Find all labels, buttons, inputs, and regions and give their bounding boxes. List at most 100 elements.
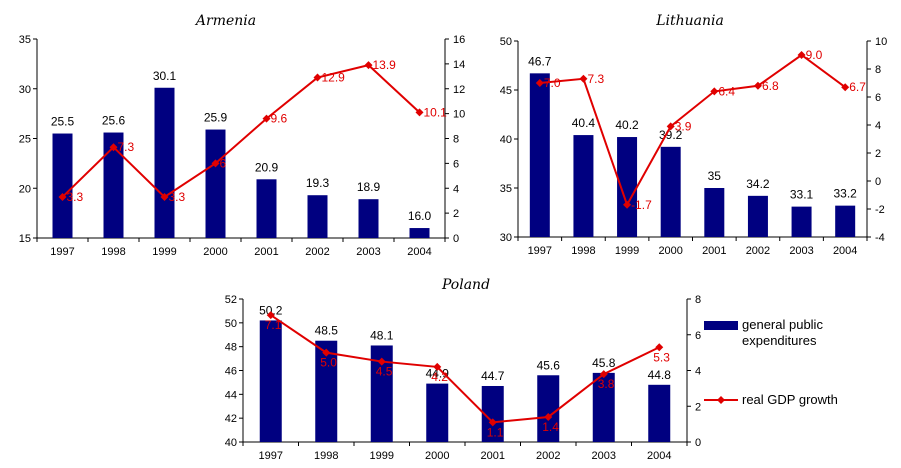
armenia-x-tick-label: 2003: [356, 246, 380, 258]
armenia-bar-2002: [307, 195, 328, 238]
armenia-gdp-label-1998: 7.3: [118, 140, 135, 154]
lithuania-gdp-line: [539, 53, 846, 208]
poland-gdp-point-1998: [322, 348, 331, 357]
armenia-bar-label-2001: 20.9: [255, 160, 279, 174]
poland-x-tick-label: 1999: [370, 450, 394, 462]
poland-gdp-point-2003: [599, 370, 608, 379]
armenia-gdp-label-2001: 9.6: [271, 112, 288, 126]
poland-right-tick-label: 0: [695, 437, 701, 449]
armenia-x-tick-label: 2001: [254, 246, 278, 258]
armenia-right-tick-label: 16: [453, 34, 465, 46]
armenia-gdp-point-2002: [313, 73, 322, 82]
armenia-bar-label-2003: 18.9: [357, 180, 381, 194]
lithuania-left-tick-label: 35: [500, 183, 512, 195]
poland-bar-label-2002: 45.6: [537, 358, 561, 372]
armenia-gdp-label-1999: 3.3: [169, 190, 186, 204]
poland-bar-label-2003: 45.8: [592, 356, 616, 370]
armenia-gdp-point-1997: [58, 192, 67, 201]
poland-x-tick-label: 2001: [481, 450, 505, 462]
poland-bar-label-1997: 50.2: [259, 303, 283, 317]
lithuania-gdp-point-1999: [623, 200, 632, 209]
armenia-bar-label-1998: 25.6: [102, 114, 126, 128]
armenia-left-tick-label: 30: [19, 84, 31, 96]
lithuania-right-tick-label: 4: [875, 120, 881, 132]
poland-left-tick-label: 40: [225, 437, 237, 449]
armenia-right-tick-label: 8: [453, 134, 459, 146]
poland-gdp-label-1998: 5.0: [320, 356, 337, 370]
legend-bar-label-line-2: expenditures: [742, 333, 817, 348]
lithuania-x-tick-label: 2003: [789, 245, 813, 257]
armenia-bar-1999: [154, 87, 175, 238]
lithuania-gdp-point-2003: [797, 51, 806, 59]
poland-gdp-point-2001: [488, 418, 497, 427]
poland-left-tick-label: 52: [225, 294, 237, 306]
poland-right-tick-label: 2: [695, 401, 701, 413]
poland-gdp-label-2001: 1.1: [487, 425, 504, 439]
poland-right-tick-label: 8: [695, 294, 701, 306]
armenia-bar-2001: [256, 179, 277, 238]
poland-x-tick-label: 2004: [647, 450, 671, 462]
armenia-gdp-line: [61, 64, 421, 199]
armenia-bar-label-1999: 30.1: [153, 69, 177, 83]
armenia-right-tick-label: 4: [453, 183, 459, 195]
poland-left-tick-label: 42: [225, 413, 237, 425]
armenia-gdp-point-2003: [364, 61, 373, 70]
lithuania-bar-1998: [573, 135, 594, 237]
poland-gdp-point-1997: [266, 311, 275, 320]
armenia-gdp-point-2000: [211, 159, 220, 168]
poland-gdp-label-2003: 3.8: [598, 377, 615, 391]
lithuania-gdp-point-2000: [666, 122, 675, 131]
armenia-right-tick-label: 6: [453, 158, 459, 170]
lithuania-right-tick-label: 0: [875, 176, 881, 188]
armenia-bar-label-1997: 25.5: [51, 115, 75, 129]
poland-x-tick-label: 2000: [425, 450, 449, 462]
lithuania-bar-label-2003: 33.1: [790, 188, 814, 202]
lithuania-bar-label-1998: 40.4: [572, 116, 596, 130]
poland-left-tick-label: 44: [225, 389, 237, 401]
poland-right-tick-label: 4: [695, 366, 701, 378]
armenia-left-tick-label: 15: [19, 233, 31, 245]
poland-bar-1998: [315, 340, 338, 442]
poland-gdp-label-2004: 5.3: [653, 350, 670, 364]
poland-gdp-label-2002: 1.4: [542, 420, 559, 434]
lithuania-bar-label-2001: 35: [708, 169, 722, 183]
poland-x-tick-label: 1997: [259, 450, 283, 462]
lithuania-gdp-label-1999: -1.7: [631, 198, 652, 212]
lithuania-bar-2004: [835, 205, 856, 237]
lithuania-gdp-label-1997: 7.0: [544, 76, 561, 90]
lithuania-bar-1999: [617, 137, 638, 237]
poland-chart-title: Poland: [441, 277, 490, 293]
armenia-left-tick-label: 20: [19, 183, 31, 195]
legend-line-label: real GDP growth: [742, 392, 838, 407]
armenia-left-tick-label: 35: [19, 34, 31, 46]
lithuania-gdp-point-2002: [753, 81, 762, 90]
armenia-bar-2000: [205, 129, 226, 238]
lithuania-bar-label-2002: 34.2: [746, 177, 770, 191]
lithuania-gdp-point-2004: [841, 83, 850, 92]
poland-bar-2000: [426, 383, 449, 442]
armenia-right-tick-label: 0: [453, 233, 459, 245]
armenia-bar-label-2000: 25.9: [204, 111, 228, 125]
poland-bar-2001: [481, 385, 504, 442]
poland-left-tick-label: 46: [225, 366, 237, 378]
poland-x-tick-label: 2003: [592, 450, 616, 462]
lithuania-gdp-label-2003: 9.0: [806, 48, 823, 62]
armenia-bar-2003: [358, 199, 379, 238]
poland-x-tick-label: 2002: [536, 450, 560, 462]
lithuania-x-tick-label: 2002: [746, 245, 770, 257]
lithuania-left-tick-label: 40: [500, 134, 512, 146]
lithuania-gdp-label-2001: 6.4: [718, 84, 735, 98]
poland-gdp-point-2004: [655, 343, 664, 352]
legend-line-marker: [717, 396, 725, 404]
poland-bar-2004: [648, 384, 671, 442]
armenia-bar-label-2004: 16.0: [408, 209, 432, 223]
lithuania-chart-title: Lithuania: [655, 13, 724, 29]
lithuania-right-tick-label: 8: [875, 64, 881, 76]
lithuania-x-tick-label: 1999: [615, 245, 639, 257]
armenia-x-tick-label: 1997: [50, 246, 74, 258]
armenia-right-tick-label: 12: [453, 84, 465, 96]
poland-gdp-label-2000: 4.2: [431, 370, 448, 384]
armenia-gdp-point-2001: [262, 114, 271, 123]
lithuania-gdp-point-1997: [535, 79, 544, 87]
